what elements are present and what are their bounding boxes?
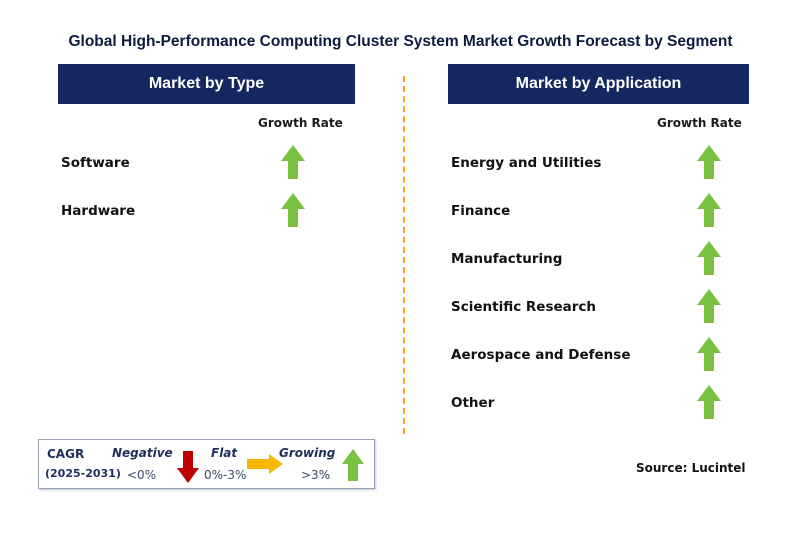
panel-divider [403, 76, 405, 434]
panel-header-type: Market by Type [58, 64, 355, 104]
row-label-manufacturing: Manufacturing [451, 251, 563, 267]
chart-title: Global High-Performance Computing Cluste… [68, 33, 733, 50]
legend-growing-range: >3% [301, 468, 331, 482]
legend-growing-label: Growing [279, 446, 336, 460]
row-label-scientific-research: Scientific Research [451, 299, 597, 315]
legend-negative-range: <0% [127, 468, 157, 482]
panel-header-application: Market by Application [448, 64, 749, 104]
row-label-finance: Finance [451, 203, 511, 219]
row-label-software: Software [61, 155, 130, 171]
column-header-growth-rate-type: Growth Rate [258, 116, 343, 130]
up-arrow-icon [697, 385, 721, 419]
up-arrow-icon [697, 145, 721, 179]
down-arrow-icon [177, 451, 199, 483]
legend: CAGR (2025-2031) Negative <0% Flat 0%-3%… [38, 439, 375, 489]
trend-arrow-shape [697, 193, 721, 227]
legend-cagr-label: CAGR [47, 447, 85, 461]
trend-arrow-shape [697, 385, 721, 419]
column-header-growth-rate-application: Growth Rate [657, 116, 742, 130]
up-arrow-icon [342, 449, 364, 481]
up-arrow-icon [697, 289, 721, 323]
trend-arrow-shape [281, 145, 305, 179]
trend-arrow-shape [697, 241, 721, 275]
up-arrow-icon [697, 337, 721, 371]
legend-period: (2025-2031) [45, 467, 121, 480]
trend-arrow-shape [281, 193, 305, 227]
up-arrow-icon [697, 241, 721, 275]
right-arrow-icon [247, 454, 283, 474]
trend-arrow-shape [697, 337, 721, 371]
legend-flat-label: Flat [211, 446, 238, 460]
row-label-energy-and-utilities: Energy and Utilities [451, 155, 602, 171]
trend-arrow-shape [697, 289, 721, 323]
up-arrow-icon [281, 193, 305, 227]
trend-arrow-shape [697, 145, 721, 179]
row-label-other: Other [451, 395, 495, 411]
legend-flat-range: 0%-3% [204, 468, 247, 482]
row-label-hardware: Hardware [61, 203, 136, 219]
row-label-aerospace-and-defense: Aerospace and Defense [451, 347, 631, 363]
up-arrow-icon [281, 145, 305, 179]
up-arrow-icon [697, 193, 721, 227]
source-note: Source: Lucintel [636, 461, 746, 475]
legend-negative-label: Negative [112, 446, 173, 460]
